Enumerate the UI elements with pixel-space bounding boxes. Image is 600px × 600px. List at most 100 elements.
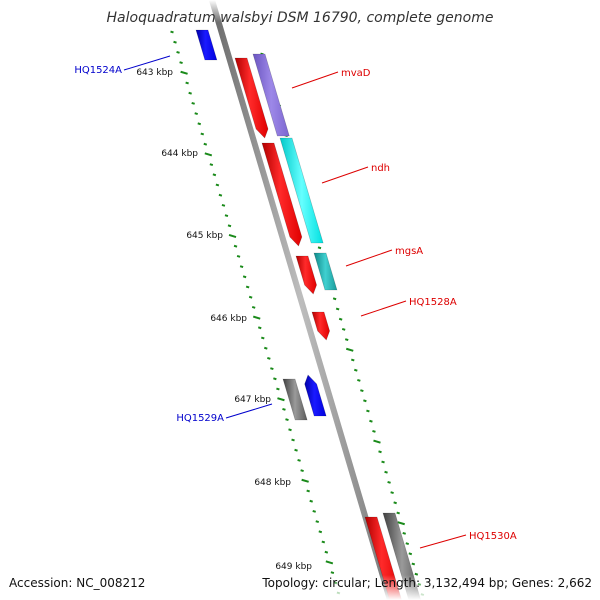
gene-label-ndh[interactable]: ndh [371,163,390,174]
outer-ruler-minor-tick [354,368,358,372]
outer-ruler-major-tick [345,347,354,352]
cds-mgsa[interactable] [295,255,317,295]
tick-label-645: 645 kbp [186,231,223,241]
callout-line-ndh [321,166,369,184]
inner-ruler-minor-tick [203,142,208,146]
outer-ruler-minor-tick [381,460,385,464]
callout-line-mvad [291,71,339,89]
outer-ruler-minor-tick [390,491,394,495]
inner-ruler [170,30,341,595]
blast-hit-hq1529a[interactable] [282,378,308,421]
gene-label-hq1528a[interactable]: HQ1528A [409,297,457,308]
outer-ruler-minor-tick [335,307,340,311]
inner-ruler-minor-tick [233,244,238,248]
cds-hq1528a[interactable] [311,311,330,341]
genome-backbone [209,0,393,600]
inner-ruler-minor-tick [197,122,202,126]
inner-ruler-minor-tick [294,448,298,452]
inner-ruler-minor-tick [270,367,274,371]
inner-ruler-minor-tick [212,173,217,177]
blast-hit-mgsa[interactable] [313,252,338,291]
outer-ruler-minor-tick [344,338,349,342]
blast-hit-ndh[interactable] [279,137,324,244]
inner-ruler-minor-tick [267,356,271,360]
outer-ruler-minor-tick [317,246,322,250]
inner-ruler-minor-tick [330,571,335,575]
tick-label-646: 646 kbp [210,314,247,324]
inner-ruler-minor-tick [176,50,180,54]
inner-ruler-minor-tick [245,285,250,289]
tick-label-647: 647 kbp [234,395,271,405]
inner-ruler-major-tick [301,478,309,483]
callout-line-hq1528a [360,300,407,317]
inner-ruler-minor-tick [179,61,183,65]
inner-ruler-minor-tick [306,489,310,493]
outer-ruler-minor-tick [338,317,343,321]
outer-ruler-minor-tick [360,389,364,393]
callout-lines [123,55,467,549]
inner-ruler-minor-tick [236,254,241,258]
inner-ruler-minor-tick [188,91,192,95]
accession-text: Accession: NC_008212 [9,576,145,590]
gene-label-hq1529a[interactable]: HQ1529A [176,413,224,424]
outer-ruler-minor-tick [369,419,373,423]
inner-ruler-minor-tick [248,295,253,299]
outer-ruler-minor-tick [402,531,407,535]
outer-ruler-major-tick [373,439,381,444]
gene-label-mvad[interactable]: mvaD [341,68,371,79]
inner-ruler-minor-tick [324,550,329,554]
cds-ndh[interactable] [261,142,303,247]
inner-ruler-minor-tick [215,183,220,187]
outer-ruler-minor-tick [408,552,413,556]
inner-ruler-major-tick [204,152,213,157]
inner-ruler-minor-tick [209,163,214,167]
inner-ruler-major-tick [180,70,188,75]
inner-ruler-minor-tick [170,30,174,34]
inner-ruler-minor-tick [218,193,223,197]
inner-ruler-major-tick [252,315,261,320]
outer-ruler-minor-tick [387,480,391,484]
top-fade [0,0,600,22]
outer-ruler-minor-tick [396,511,400,515]
inner-ruler-minor-tick [173,40,177,44]
callout-line-hq1530a [419,534,467,549]
inner-ruler-minor-tick [288,428,292,432]
inner-ruler-minor-tick [224,214,229,218]
inner-ruler-minor-tick [309,499,313,503]
blast-hit-mvad[interactable] [252,53,290,137]
inner-ruler-minor-tick [200,132,205,136]
inner-ruler-major-tick [277,397,285,402]
map-title: Haloquadratum walsbyi DSM 16790, complet… [107,10,494,26]
tick-label-648: 648 kbp [254,478,291,488]
cds-hq1529a[interactable] [304,374,327,417]
inner-ruler-minor-tick [194,112,198,116]
inner-ruler-major-tick [228,233,237,239]
inner-ruler-minor-tick [297,458,301,462]
genome-summary-text: Topology: circular; Length: 3,132,494 bp… [261,576,592,590]
outer-ruler-minor-tick [341,327,346,331]
outer-ruler-major-tick [397,521,405,526]
inner-ruler-major-tick [325,560,334,565]
outer-ruler-minor-tick [378,450,382,454]
outer-ruler-minor-tick [414,572,419,576]
gene-label-mgsa[interactable]: mgsA [395,246,423,257]
outer-ruler-minor-tick [363,399,367,403]
cds-hq1524a[interactable] [195,29,218,61]
callout-line-hq1529a [225,403,273,419]
outer-ruler-minor-tick [411,562,416,566]
inner-ruler-minor-tick [318,530,323,534]
bottom-fade [0,575,600,600]
gene-label-hq1530a[interactable]: HQ1530A [469,531,517,542]
inner-ruler-minor-tick [312,509,317,513]
inner-ruler-minor-tick [264,346,268,350]
tick-label-644: 644 kbp [161,149,198,159]
callout-line-mgsa [345,249,393,267]
inner-ruler-minor-tick [257,326,262,330]
outer-ruler-minor-tick [332,297,337,301]
inner-ruler-minor-tick [227,224,232,228]
gene-label-hq1524a[interactable]: HQ1524A [74,65,122,76]
inner-ruler-minor-tick [291,438,295,442]
cds-mvad[interactable] [234,57,269,139]
